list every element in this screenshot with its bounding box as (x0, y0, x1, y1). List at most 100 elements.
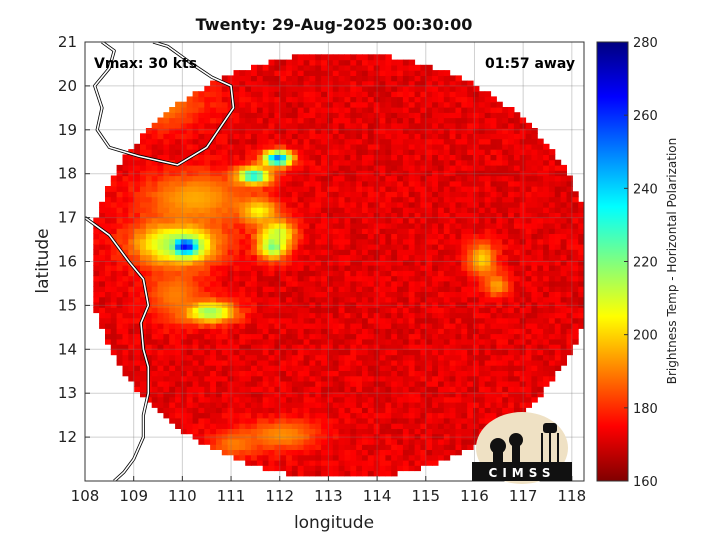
swath-cell (286, 365, 293, 371)
swath-cell (344, 365, 351, 371)
swath-cell (397, 465, 404, 472)
swath-cell (414, 170, 421, 177)
swath-cell (367, 307, 375, 314)
swath-cell (350, 275, 357, 282)
swath-cell (309, 380, 316, 387)
swath-cell (432, 338, 439, 345)
swath-cell (204, 380, 211, 387)
swath-cell (291, 312, 299, 319)
swath-cell (432, 143, 439, 150)
swath-cell (274, 407, 281, 414)
swath-cell (180, 280, 188, 287)
swath-cell (210, 207, 217, 213)
swath-cell (455, 333, 462, 340)
swath-cell (332, 465, 340, 472)
swath-cell (309, 122, 316, 129)
swath-cell (175, 117, 182, 124)
swath-cell (245, 75, 252, 82)
swath-cell (402, 402, 410, 408)
swath-cell (344, 91, 351, 98)
swath-cell (455, 296, 462, 303)
swath-cell (397, 85, 404, 92)
swath-cell (145, 170, 153, 177)
swath-cell (356, 122, 363, 129)
swath-cell (280, 196, 287, 203)
swath-cell (408, 280, 416, 287)
swath-cell (420, 402, 427, 408)
swath-cell (432, 275, 439, 282)
swath-cell (344, 228, 351, 234)
swath-cell (443, 228, 451, 234)
swath-cell (204, 354, 211, 361)
swath-cell (221, 317, 229, 324)
swath-cell (438, 85, 445, 92)
swath-cell (338, 70, 345, 76)
swath-cell (391, 233, 398, 240)
swath-cell (134, 228, 141, 234)
swath-cell (233, 301, 240, 308)
swath-cell (151, 222, 159, 229)
swath-cell (426, 222, 433, 229)
swath-cell (432, 365, 439, 371)
swath-cell (268, 254, 275, 261)
swath-cell (332, 191, 340, 198)
swath-cell (309, 402, 316, 408)
swath-cell (268, 354, 275, 361)
swath-cell (508, 196, 515, 203)
swath-cell (478, 286, 486, 292)
swath-cell (274, 249, 281, 256)
swath-cell (321, 212, 328, 219)
swath-cell (157, 354, 164, 361)
swath-cell (110, 175, 118, 182)
swath-cell (391, 317, 398, 324)
swath-cell (204, 149, 211, 155)
swath-cell (455, 122, 462, 129)
swath-cell (385, 159, 392, 166)
swath-cell (420, 412, 427, 419)
swath-cell (332, 154, 340, 161)
swath-cell (274, 128, 281, 134)
swath-cell (420, 128, 427, 134)
swath-cell (449, 154, 456, 161)
swath-cell (443, 423, 451, 429)
swath-cell (490, 175, 497, 182)
swath-cell (367, 75, 375, 82)
swath-cell (216, 243, 223, 250)
swath-cell (140, 159, 147, 166)
swath-cell (508, 107, 515, 113)
swath-cell (432, 70, 439, 76)
swath-cell (268, 323, 275, 329)
swath-cell (180, 238, 188, 245)
swath-cell (408, 407, 416, 414)
swath-cell (110, 312, 118, 319)
swath-cell (402, 312, 410, 319)
swath-cell (262, 286, 270, 292)
swath-cell (327, 275, 334, 282)
swath-cell (169, 112, 176, 119)
swath-cell (338, 170, 345, 177)
swath-cell (321, 470, 328, 477)
swath-cell (402, 170, 410, 177)
swath-cell (461, 222, 468, 229)
swath-cell (513, 333, 521, 340)
swath-cell (256, 370, 264, 377)
swath-cell (216, 91, 223, 98)
swath-cell (163, 265, 170, 271)
swath-cell (210, 85, 217, 92)
swath-cell (443, 70, 451, 76)
swath-cell (484, 359, 492, 366)
swath-cell (426, 444, 433, 450)
swath-cell (280, 143, 287, 150)
swath-cell (449, 312, 456, 319)
swath-cell (461, 407, 468, 414)
swath-cell (251, 375, 258, 382)
swath-cell (508, 207, 515, 213)
swath-cell (519, 375, 527, 382)
swath-cell (327, 444, 334, 450)
swath-cell (414, 333, 421, 340)
swath-cell (157, 280, 164, 287)
swath-cell (455, 170, 462, 177)
swath-cell (327, 191, 334, 198)
swath-cell (513, 217, 521, 224)
swath-cell (385, 154, 392, 161)
